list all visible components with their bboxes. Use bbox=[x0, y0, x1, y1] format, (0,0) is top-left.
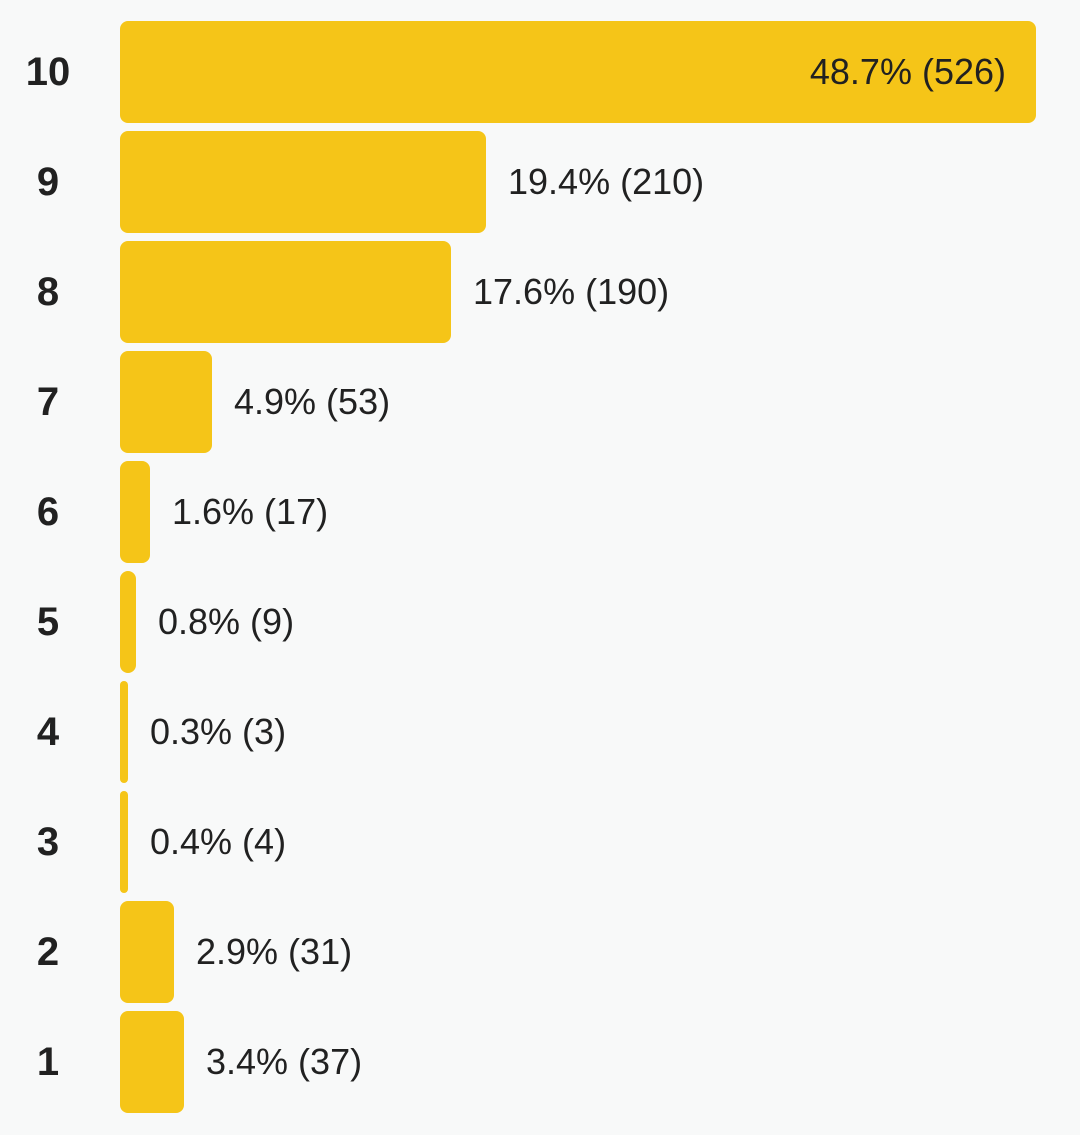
data-label: 4.9% (53) bbox=[234, 381, 391, 422]
category-label: 1 bbox=[36, 1040, 60, 1084]
bar bbox=[120, 461, 150, 563]
data-label: 19.4% (210) bbox=[508, 161, 705, 202]
bar bbox=[120, 1011, 184, 1113]
bar bbox=[120, 351, 212, 453]
bar bbox=[120, 21, 1036, 123]
category-label: 10 bbox=[25, 50, 71, 94]
data-label: 1.6% (17) bbox=[172, 491, 329, 532]
bar bbox=[120, 131, 486, 233]
data-label: 0.3% (3) bbox=[150, 711, 287, 752]
data-label: 0.8% (9) bbox=[158, 601, 295, 642]
data-label: 48.7% (526) bbox=[809, 51, 1006, 92]
bar bbox=[120, 901, 174, 1003]
bar bbox=[120, 791, 128, 893]
data-label: 0.4% (4) bbox=[150, 821, 287, 862]
bar-row: 10 48.7% (526) bbox=[0, 21, 1080, 123]
bar-row: 9 19.4% (210) bbox=[0, 131, 1080, 233]
bar-row: 5 0.8% (9) bbox=[0, 571, 1080, 673]
category-label: 5 bbox=[36, 600, 60, 644]
bar-row: 2 2.9% (31) bbox=[0, 901, 1080, 1003]
bar-row: 1 3.4% (37) bbox=[0, 1011, 1080, 1113]
bar-row: 8 17.6% (190) bbox=[0, 241, 1080, 343]
category-label: 7 bbox=[36, 380, 60, 424]
category-label: 3 bbox=[36, 820, 60, 864]
category-label: 6 bbox=[36, 490, 60, 534]
category-label: 2 bbox=[36, 930, 60, 974]
bar-row: 4 0.3% (3) bbox=[0, 681, 1080, 783]
data-label: 17.6% (190) bbox=[473, 271, 670, 312]
category-label: 4 bbox=[36, 710, 60, 754]
bar-row: 7 4.9% (53) bbox=[0, 351, 1080, 453]
data-label: 2.9% (31) bbox=[196, 931, 353, 972]
data-label: 3.4% (37) bbox=[206, 1041, 363, 1082]
bar-row: 6 1.6% (17) bbox=[0, 461, 1080, 563]
bar bbox=[120, 571, 136, 673]
bar-row: 3 0.4% (4) bbox=[0, 791, 1080, 893]
category-label: 9 bbox=[36, 160, 60, 204]
bar bbox=[120, 681, 128, 783]
bar bbox=[120, 241, 451, 343]
category-label: 8 bbox=[36, 270, 60, 314]
